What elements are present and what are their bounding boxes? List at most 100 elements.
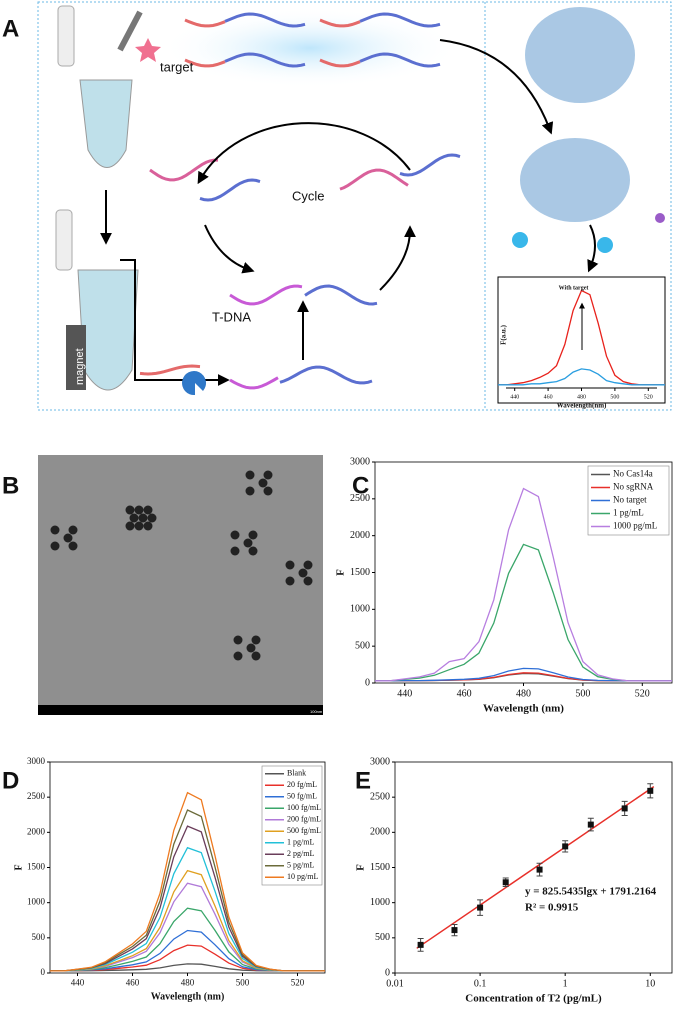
y-tick-label: 3000 (27, 756, 46, 766)
y-tick-label: 500 (355, 640, 370, 651)
x-axis-label: Wavelength (nm) (483, 703, 564, 715)
y-tick-label: 0 (41, 967, 46, 977)
strand (149, 158, 218, 182)
legend-label: 50 fg/mL (287, 792, 317, 801)
cas-icon (182, 371, 207, 396)
legend-label: 100 fg/mL (287, 803, 321, 812)
bead (134, 521, 144, 531)
bead (147, 513, 157, 523)
bead (298, 568, 308, 578)
strand (139, 364, 201, 376)
quencher (655, 213, 665, 223)
panel-b: 100nm (38, 455, 323, 715)
y-tick-label: 1000 (27, 897, 46, 907)
x-tick-label: 500 (236, 978, 250, 988)
bead (245, 470, 255, 480)
x-tick-label: 460 (126, 978, 140, 988)
series-line (50, 929, 325, 972)
reporter (597, 237, 613, 253)
series-line (498, 368, 665, 386)
strand (359, 12, 441, 28)
strand (319, 58, 361, 68)
x-axis-label: Wavelength (nm) (151, 991, 225, 1002)
sem-image (38, 455, 323, 715)
arrow (587, 224, 599, 273)
panel-a-frame (37, 1, 672, 411)
bead (68, 525, 78, 535)
y-axis-label: F(a.u.) (500, 324, 508, 345)
tube-top (79, 79, 133, 168)
point (417, 941, 424, 948)
panel-label: C (352, 472, 369, 499)
scale-strip (38, 705, 323, 715)
strand (199, 178, 261, 202)
cycle-arrow (204, 224, 255, 274)
y-tick-label: 2500 (27, 791, 46, 801)
strand (339, 168, 409, 191)
glow (160, 8, 460, 88)
panel-label: D (2, 767, 19, 794)
series-line (375, 487, 672, 682)
y-axis-label: F (355, 864, 367, 871)
y-tick-label: 1500 (370, 862, 390, 873)
point (477, 904, 484, 911)
x-tick-label: 1 (563, 978, 568, 989)
magnet-block (66, 325, 86, 390)
legend-label: 1 pg/mL (613, 508, 644, 518)
x-tick-label: 460 (457, 688, 472, 699)
label-target: target (160, 59, 194, 74)
bead (129, 513, 139, 523)
bead (230, 530, 240, 540)
y-axis-label: F (335, 569, 347, 576)
strand (319, 18, 361, 28)
plot-frame (394, 761, 673, 974)
x-tick-label: 500 (610, 394, 619, 400)
point (647, 787, 654, 794)
legend-label: 5 pg/mL (287, 861, 314, 870)
legend-label: No target (613, 495, 647, 505)
x-axis-label: Wavelength(nm) (557, 402, 607, 410)
x-axis-label: Concentration of T2 (pg/mL) (465, 993, 602, 1005)
strand (184, 58, 226, 68)
legend-label: 500 fg/mL (287, 826, 321, 835)
legend-label: 200 fg/mL (287, 815, 321, 824)
bead (233, 651, 243, 661)
x-tick-label: 0.01 (386, 978, 404, 989)
legend-label: 2 pg/mL (287, 849, 314, 858)
bead-clusters (50, 470, 313, 661)
tube-cap (55, 209, 73, 271)
arrow (439, 39, 554, 135)
bead (68, 541, 78, 551)
bead (138, 513, 148, 523)
label-cycle: Cycle (292, 188, 325, 203)
series-line (50, 869, 325, 972)
strand (359, 52, 441, 68)
r-squared: R² = 0.9915 (525, 902, 579, 914)
bead (134, 505, 144, 515)
bead (243, 538, 253, 548)
y-tick-label: 0 (385, 967, 390, 978)
x-tick-label: 480 (181, 978, 195, 988)
bead (230, 546, 240, 556)
y-tick-label: 2000 (350, 530, 370, 541)
bead (251, 651, 261, 661)
legend-label: No sgRNA (613, 482, 654, 492)
x-tick-label: 460 (544, 394, 553, 400)
legend-label: No Cas14a (613, 469, 653, 479)
series-line (50, 882, 325, 972)
y-tick-label: 3000 (350, 456, 370, 467)
y-tick-label: 500 (32, 932, 46, 942)
point (536, 866, 543, 873)
cycle-arrow (379, 225, 416, 291)
cas-protein (520, 138, 630, 222)
scale-bar-label: 100nm (310, 709, 323, 714)
bead (303, 560, 313, 570)
y-tick-label: 2500 (370, 791, 390, 802)
bead (50, 525, 60, 535)
panel-label: B (2, 472, 19, 499)
bead (125, 505, 135, 515)
point (562, 843, 569, 850)
bead (246, 643, 256, 653)
bead (50, 541, 60, 551)
cas-protein (525, 7, 635, 103)
